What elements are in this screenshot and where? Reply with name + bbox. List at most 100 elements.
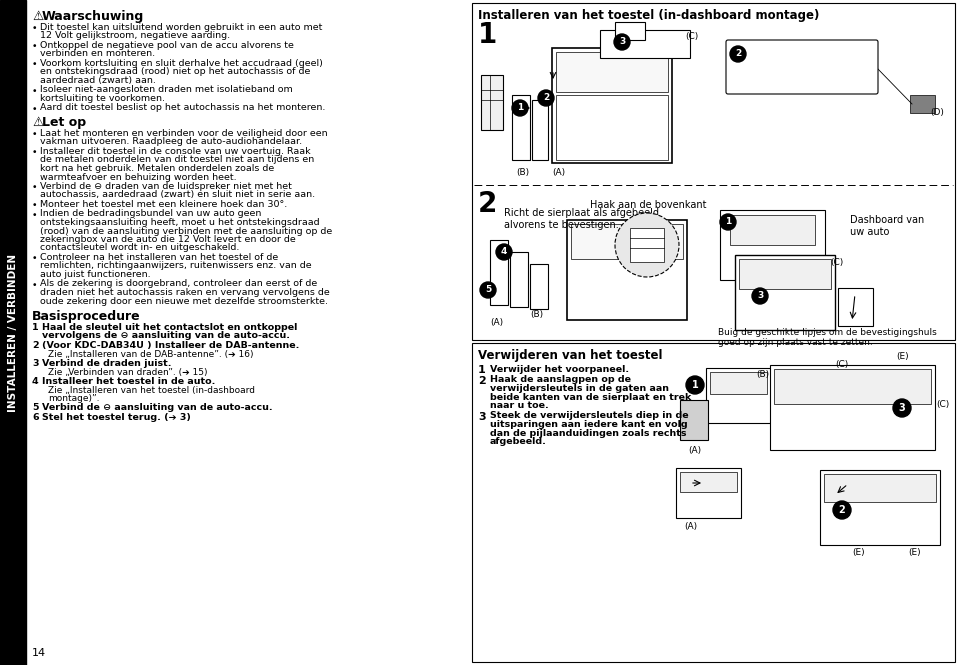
Text: •: • xyxy=(32,42,37,51)
Text: Haal de sleutel uit het contactslot en ontkoppel: Haal de sleutel uit het contactslot en o… xyxy=(42,323,297,332)
Text: •: • xyxy=(32,148,37,157)
Text: 2: 2 xyxy=(478,376,486,386)
Circle shape xyxy=(512,100,528,116)
Text: 5: 5 xyxy=(485,285,491,295)
Circle shape xyxy=(496,244,512,260)
Text: 1: 1 xyxy=(691,380,698,390)
Text: Verbind de draden juist.: Verbind de draden juist. xyxy=(42,359,172,368)
Bar xyxy=(532,100,548,160)
Text: dan de pijlaanduidingen zoals rechts: dan de pijlaanduidingen zoals rechts xyxy=(490,428,687,438)
Bar xyxy=(567,220,687,320)
Text: Steek de verwijdersleutels diep in de: Steek de verwijdersleutels diep in de xyxy=(490,412,689,420)
Bar xyxy=(530,264,548,309)
Text: Monteer het toestel met een kleinere hoek dan 30°.: Monteer het toestel met een kleinere hoe… xyxy=(40,200,288,209)
Bar xyxy=(472,3,955,340)
Bar xyxy=(720,210,825,280)
Bar xyxy=(556,95,668,160)
Bar xyxy=(630,228,664,262)
Bar xyxy=(824,474,936,502)
Text: 3: 3 xyxy=(478,412,485,422)
Text: contactsleutel wordt in- en uitgeschakeld.: contactsleutel wordt in- en uitgeschakel… xyxy=(40,243,240,253)
Text: beide kanten van de sierplaat en trek: beide kanten van de sierplaat en trek xyxy=(490,392,691,402)
Text: Isoleer niet-aangesloten draden met isolatieband om: Isoleer niet-aangesloten draden met isol… xyxy=(40,86,292,94)
Bar xyxy=(706,368,771,423)
Text: Richt de sierplaat als afgebeeld
alvorens te bevestigen.: Richt de sierplaat als afgebeeld alvoren… xyxy=(504,208,659,229)
Bar xyxy=(735,255,835,330)
Text: (Voor KDC-DAB34U ) Installeer de DAB-antenne.: (Voor KDC-DAB34U ) Installeer de DAB-ant… xyxy=(42,341,299,350)
Text: remlichten, richtingaanwijzers, ruitenwissers enz. van de: remlichten, richtingaanwijzers, ruitenwi… xyxy=(40,261,312,271)
Text: Indien de bedradingsbundel van uw auto geen: Indien de bedradingsbundel van uw auto g… xyxy=(40,209,262,219)
Text: (E): (E) xyxy=(896,352,908,361)
Bar xyxy=(820,470,940,545)
Text: •: • xyxy=(32,281,37,289)
Text: (A): (A) xyxy=(684,522,697,531)
Text: (A): (A) xyxy=(490,318,503,327)
Text: •: • xyxy=(32,24,37,33)
Text: •: • xyxy=(32,211,37,219)
Text: (B): (B) xyxy=(756,370,769,379)
Text: 12 Volt gelijkstroom, negatieve aarding.: 12 Volt gelijkstroom, negatieve aarding. xyxy=(40,31,230,41)
Text: warmteafvoer en behuizing worden heet.: warmteafvoer en behuizing worden heet. xyxy=(40,172,237,182)
Text: uitsparingen aan iedere kant en volg: uitsparingen aan iedere kant en volg xyxy=(490,420,688,429)
Text: •: • xyxy=(32,104,37,114)
Bar xyxy=(472,343,955,662)
Bar xyxy=(571,224,683,259)
Text: oude zekering door een nieuwe met dezelfde stroomsterkte.: oude zekering door een nieuwe met dezelf… xyxy=(40,297,328,305)
Text: Dit toestel kan uitsluitend worden gebruikt in een auto met: Dit toestel kan uitsluitend worden gebru… xyxy=(40,23,322,32)
Bar xyxy=(0,0,26,665)
Text: (D): (D) xyxy=(930,108,944,117)
Text: •: • xyxy=(32,86,37,96)
Bar xyxy=(676,468,741,518)
Text: vervolgens de ⊖ aansluiting van de auto-accu.: vervolgens de ⊖ aansluiting van de auto-… xyxy=(42,331,290,340)
Text: verwijdersleutels in de gaten aan: verwijdersleutels in de gaten aan xyxy=(490,384,669,393)
Circle shape xyxy=(730,46,746,62)
Text: •: • xyxy=(32,60,37,69)
Text: de metalen onderdelen van dit toestel niet aan tijdens en: de metalen onderdelen van dit toestel ni… xyxy=(40,156,315,164)
Bar xyxy=(680,472,737,492)
Text: INSTALLEREN / VERBINDEN: INSTALLEREN / VERBINDEN xyxy=(8,254,18,412)
Text: 1: 1 xyxy=(478,21,498,49)
Text: (C): (C) xyxy=(685,32,698,41)
Text: Zie „Installeren van het toestel (in-dashboard: Zie „Installeren van het toestel (in-das… xyxy=(48,386,255,394)
Text: (C): (C) xyxy=(835,360,849,369)
Bar xyxy=(615,22,645,40)
Text: en ontstekingsdraad (rood) niet op het autochassis of de: en ontstekingsdraad (rood) niet op het a… xyxy=(40,68,311,76)
Text: zekeringbox van de auto die 12 Volt levert en door de: zekeringbox van de auto die 12 Volt leve… xyxy=(40,235,295,244)
Text: 1: 1 xyxy=(517,104,523,112)
Text: Als de zekering is doorgebrand, controleer dan eerst of de: Als de zekering is doorgebrand, controle… xyxy=(40,279,317,289)
Text: Haak de aanslagpen op de: Haak de aanslagpen op de xyxy=(490,376,631,384)
Text: Installeren van het toestel (in-dashboard montage): Installeren van het toestel (in-dashboar… xyxy=(478,9,819,22)
Text: 14: 14 xyxy=(32,648,46,658)
Text: 6: 6 xyxy=(32,413,38,422)
Text: 2: 2 xyxy=(735,49,741,59)
Circle shape xyxy=(752,288,768,304)
Bar xyxy=(512,95,530,160)
Text: (rood) van de aansluiting verbinden met de aansluiting op de: (rood) van de aansluiting verbinden met … xyxy=(40,227,332,235)
Text: kortsluiting te voorkomen.: kortsluiting te voorkomen. xyxy=(40,94,165,103)
Text: Verbind de ⊖ draden van de luidspreker niet met het: Verbind de ⊖ draden van de luidspreker n… xyxy=(40,182,292,191)
Text: auto juist functioneren.: auto juist functioneren. xyxy=(40,270,151,279)
Text: (A): (A) xyxy=(552,168,565,177)
Text: •: • xyxy=(32,130,37,139)
Text: (C): (C) xyxy=(830,258,843,267)
Text: 2: 2 xyxy=(543,94,550,102)
Text: montage)”.: montage)”. xyxy=(48,394,100,403)
Bar xyxy=(730,215,815,245)
Bar xyxy=(510,252,528,307)
Text: (E): (E) xyxy=(908,548,921,557)
Bar xyxy=(774,369,931,404)
Bar xyxy=(556,52,668,92)
Text: 2: 2 xyxy=(838,505,846,515)
Text: vakman uitvoeren. Raadpleeg de auto-audiohandelaar.: vakman uitvoeren. Raadpleeg de auto-audi… xyxy=(40,138,302,146)
Text: afgebeeld.: afgebeeld. xyxy=(490,437,547,446)
Text: (B): (B) xyxy=(516,168,529,177)
Text: 2: 2 xyxy=(478,190,498,218)
Text: (C): (C) xyxy=(936,400,949,409)
Text: Verwijderen van het toestel: Verwijderen van het toestel xyxy=(478,349,663,362)
Text: Aard dit toestel beslist op het autochassis na het monteren.: Aard dit toestel beslist op het autochas… xyxy=(40,104,325,112)
Text: naar u toe.: naar u toe. xyxy=(490,401,549,410)
Circle shape xyxy=(614,34,630,50)
Text: 3: 3 xyxy=(32,359,38,368)
Bar xyxy=(490,240,508,305)
Text: 5: 5 xyxy=(32,404,38,412)
